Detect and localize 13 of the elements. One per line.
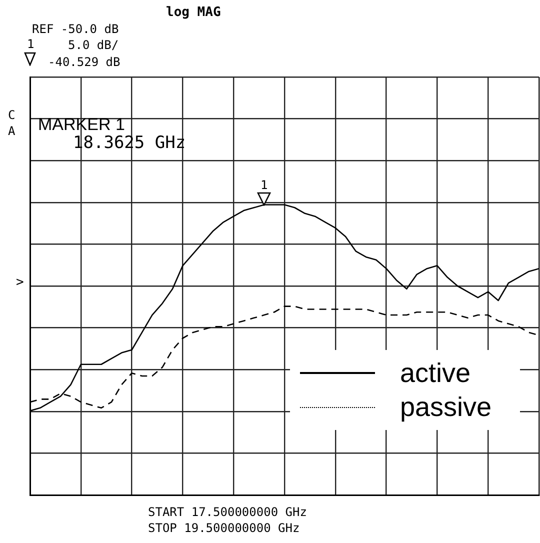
text: STOP 19.500000000 GHz bbox=[148, 521, 300, 535]
text: 1 bbox=[27, 37, 34, 51]
text: REF -50.0 dB bbox=[32, 22, 119, 36]
legend-label: passive bbox=[400, 392, 492, 422]
text: A bbox=[8, 124, 16, 138]
text: 5.0 dB/ bbox=[68, 38, 119, 52]
text: 1 bbox=[260, 178, 268, 192]
chart-title: log MAG bbox=[166, 5, 221, 20]
text: C bbox=[8, 108, 16, 122]
text: > bbox=[16, 275, 24, 290]
legend-label: active bbox=[400, 358, 471, 388]
text: -40.529 dB bbox=[48, 55, 120, 69]
text: START 17.500000000 GHz bbox=[148, 505, 307, 519]
